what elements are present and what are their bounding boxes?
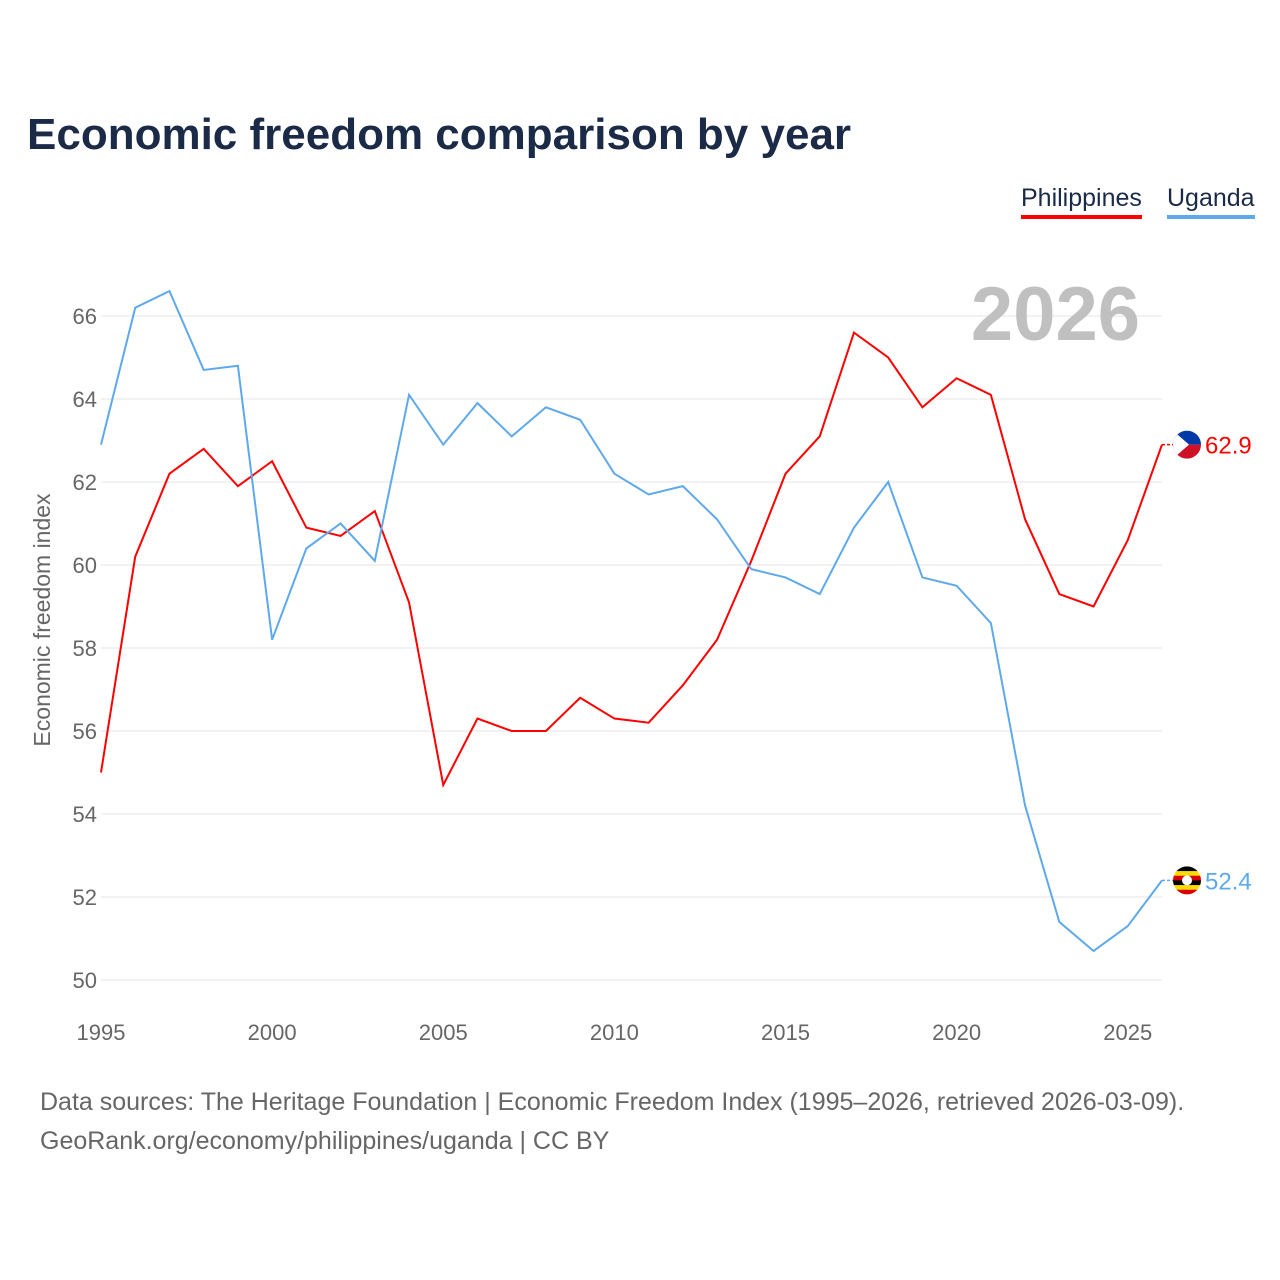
legend-uganda[interactable]: Uganda — [1167, 184, 1255, 219]
data-point[interactable] — [577, 695, 583, 701]
data-point[interactable] — [646, 720, 652, 726]
legend-philippines[interactable]: Philippines — [1021, 184, 1142, 219]
data-point[interactable] — [269, 458, 275, 464]
data-point[interactable] — [817, 433, 823, 439]
y-tick-label: 66 — [73, 304, 97, 329]
data-point[interactable] — [954, 375, 960, 381]
data-point[interactable] — [338, 521, 344, 527]
y-tick-label: 58 — [73, 636, 97, 661]
data-point[interactable] — [132, 554, 138, 560]
data-point[interactable] — [783, 471, 789, 477]
y-tick-label: 50 — [73, 968, 97, 993]
end-value-label: 52.4 — [1205, 868, 1252, 895]
data-point[interactable] — [1091, 604, 1097, 610]
data-point[interactable] — [406, 392, 412, 398]
data-point[interactable] — [543, 404, 549, 410]
data-point[interactable] — [714, 637, 720, 643]
data-point[interactable] — [1022, 803, 1028, 809]
data-point[interactable] — [919, 404, 925, 410]
data-point[interactable] — [269, 637, 275, 643]
data-point[interactable] — [1056, 919, 1062, 925]
data-point[interactable] — [680, 483, 686, 489]
x-tick-label: 2010 — [590, 1020, 639, 1045]
data-point[interactable] — [303, 525, 309, 531]
data-point[interactable] — [98, 770, 104, 776]
data-point[interactable] — [372, 508, 378, 514]
data-point[interactable] — [406, 599, 412, 605]
data-point[interactable] — [509, 728, 515, 734]
data-point[interactable] — [201, 367, 207, 373]
data-point[interactable] — [611, 471, 617, 477]
x-tick-label: 2015 — [761, 1020, 810, 1045]
x-tick-label: 2025 — [1103, 1020, 1152, 1045]
data-point[interactable] — [1022, 516, 1028, 522]
y-tick-label: 52 — [73, 885, 97, 910]
data-point[interactable] — [98, 442, 104, 448]
end-value-label: 62.9 — [1205, 433, 1252, 460]
flag-uganda-icon — [1173, 866, 1201, 895]
data-point[interactable] — [235, 483, 241, 489]
data-sources: Data sources: The Heritage Foundation | … — [40, 1088, 1185, 1116]
data-point[interactable] — [440, 782, 446, 788]
data-point[interactable] — [1056, 591, 1062, 597]
y-tick-label: 54 — [73, 802, 97, 827]
data-point[interactable] — [372, 558, 378, 564]
y-axis-label: Economic freedom index — [29, 493, 55, 747]
data-point[interactable] — [474, 400, 480, 406]
data-point[interactable] — [1125, 923, 1131, 929]
data-point[interactable] — [440, 442, 446, 448]
data-point[interactable] — [748, 558, 754, 564]
data-point[interactable] — [166, 471, 172, 477]
data-point[interactable] — [748, 566, 754, 572]
x-tick-label: 1995 — [77, 1020, 126, 1045]
data-point[interactable] — [919, 574, 925, 580]
data-point[interactable] — [954, 583, 960, 589]
data-point[interactable] — [509, 433, 515, 439]
data-point[interactable] — [885, 355, 891, 361]
data-point[interactable] — [166, 288, 172, 294]
y-tick-label: 64 — [73, 387, 97, 412]
data-point[interactable] — [851, 330, 857, 336]
data-point[interactable] — [988, 392, 994, 398]
data-point[interactable] — [714, 516, 720, 522]
data-point[interactable] — [338, 533, 344, 539]
data-point[interactable] — [132, 305, 138, 311]
flag-philippines-icon — [1173, 430, 1201, 459]
x-tick-label: 2000 — [248, 1020, 297, 1045]
y-tick-label: 60 — [73, 553, 97, 578]
data-point[interactable] — [783, 574, 789, 580]
x-tick-label: 2020 — [932, 1020, 981, 1045]
data-point[interactable] — [611, 716, 617, 722]
data-point[interactable] — [201, 446, 207, 452]
data-point[interactable] — [885, 479, 891, 485]
data-point[interactable] — [646, 491, 652, 497]
data-point[interactable] — [543, 728, 549, 734]
data-point[interactable] — [577, 417, 583, 423]
data-point[interactable] — [988, 620, 994, 626]
data-point[interactable] — [1125, 537, 1131, 543]
data-point[interactable] — [303, 545, 309, 551]
data-point[interactable] — [851, 525, 857, 531]
y-tick-label: 56 — [73, 719, 97, 744]
series-line-uganda[interactable] — [100, 289, 1163, 953]
source-credit[interactable]: GeoRank.org/economy/philippines/uganda |… — [40, 1127, 610, 1155]
data-point[interactable] — [474, 716, 480, 722]
data-point[interactable] — [235, 363, 241, 369]
data-point[interactable] — [680, 682, 686, 688]
x-tick-label: 2005 — [419, 1020, 468, 1045]
y-tick-label: 62 — [73, 470, 97, 495]
data-point[interactable] — [817, 591, 823, 597]
series-line-philippines[interactable] — [100, 330, 1163, 788]
chart-title: Economic freedom comparison by year — [27, 110, 852, 159]
current-year-watermark: 2026 — [971, 272, 1140, 357]
data-point[interactable] — [1091, 948, 1097, 954]
